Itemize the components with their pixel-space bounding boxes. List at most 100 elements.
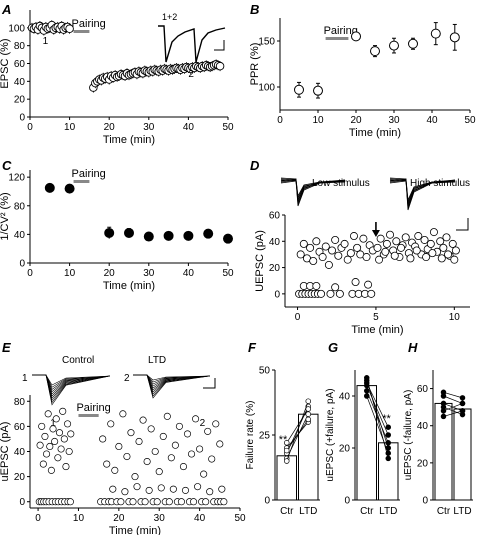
data-point: [430, 28, 441, 39]
x-tick-label: 50: [222, 268, 234, 279]
data-point: [321, 242, 330, 251]
data-point: [43, 450, 51, 458]
data-point: [204, 427, 212, 435]
pairing-bar: [78, 414, 99, 417]
significance-mark: **: [279, 434, 288, 446]
data-point: [111, 466, 119, 474]
data-point: [157, 484, 165, 492]
data-point: [362, 253, 371, 262]
bar: [298, 413, 319, 501]
y-tick-label: 40: [14, 77, 26, 88]
x-tick-label: 10: [449, 312, 461, 323]
trace-label: High stimulus: [410, 178, 470, 189]
paired-point: [385, 440, 392, 446]
y-tick-label: 0: [422, 496, 428, 507]
data-point: [296, 250, 305, 259]
y-tick-label: 0: [344, 496, 350, 507]
x-tick-label: 50: [222, 122, 234, 133]
y-tick-label: 60: [14, 59, 26, 70]
paired-point: [385, 450, 392, 456]
high-stimulus-trace: [389, 180, 456, 211]
data-point: [165, 498, 173, 506]
paired-point: [364, 380, 370, 386]
paired-line: [443, 403, 463, 412]
data-point: [448, 239, 457, 248]
data-point: [428, 249, 437, 258]
x-tick-label: 30: [388, 115, 400, 126]
data-point: [353, 243, 362, 252]
annotation-label: 2: [200, 418, 206, 429]
data-point: [133, 483, 141, 491]
data-point: [392, 237, 401, 246]
paired-line: [443, 395, 463, 404]
data-point: [334, 251, 343, 260]
paired-line: [286, 408, 309, 443]
panel-letter: A: [1, 2, 11, 17]
y-tick-label: 60: [417, 384, 429, 395]
data-point: [38, 422, 46, 430]
pairing-bar: [73, 180, 90, 183]
data-point: [65, 447, 73, 456]
y-tick-label: 60: [14, 422, 26, 433]
data-point: [153, 498, 161, 506]
data-point: [426, 239, 435, 248]
y-axis-label: uEPSC (+failure, pA): [325, 388, 336, 481]
data-point: [49, 425, 57, 433]
data-point: [159, 432, 167, 440]
y-tick-label: 120: [8, 173, 25, 184]
data-point: [196, 445, 204, 453]
y-tick-label: 0: [19, 259, 25, 270]
y-axis-label: PPR (%): [249, 43, 261, 86]
y-tick-label: 40: [417, 421, 429, 432]
x-tick-label: 5: [373, 312, 379, 323]
x-tick-label: 0: [277, 115, 283, 126]
data-point: [179, 463, 188, 471]
y-axis-label: uEPSC (-failure, pA): [403, 390, 414, 481]
data-point: [51, 437, 59, 446]
y-axis-label: 1/CV² (%): [0, 192, 11, 240]
data-point: [141, 498, 149, 506]
paired-line: [286, 419, 309, 451]
x-tick-label: 20: [350, 115, 362, 126]
y-tick-label: 80: [14, 41, 26, 52]
data-point: [375, 255, 384, 264]
data-point: [318, 253, 327, 262]
data-point: [39, 460, 47, 468]
y-tick-label: 20: [14, 95, 26, 106]
paired-line: [443, 410, 463, 417]
pairing-bar: [325, 37, 349, 40]
annotation-label: 2: [188, 69, 194, 80]
data-point: [167, 454, 175, 462]
data-point: [47, 466, 55, 474]
data-point: [65, 24, 74, 33]
x-tick-label: 0: [27, 268, 33, 279]
scale-bar: [214, 40, 225, 51]
data-point: [386, 230, 395, 239]
data-point: [376, 234, 385, 243]
paired-point: [284, 440, 290, 446]
x-tick-label: 20: [104, 122, 116, 133]
paired-line: [366, 382, 389, 428]
data-point: [127, 429, 135, 437]
data-point: [194, 483, 202, 491]
data-point: [212, 420, 220, 428]
paired-point: [305, 398, 312, 404]
paired-point: [440, 404, 447, 410]
data-point: [364, 280, 373, 289]
annotation-label: 1: [43, 36, 49, 47]
x-axis-label: Time (min): [109, 525, 161, 535]
inset-label: 1+2: [162, 12, 177, 22]
data-point: [124, 227, 134, 238]
paired-line: [366, 385, 389, 436]
x-axis-label: Time (min): [103, 280, 155, 292]
pairing-label: Pairing: [324, 25, 358, 37]
y-tick-label: 20: [417, 458, 429, 469]
data-point: [412, 246, 421, 255]
data-point: [54, 454, 62, 462]
data-point: [382, 239, 391, 248]
paired-line: [286, 401, 309, 462]
paired-point: [284, 447, 290, 454]
data-point: [449, 32, 460, 43]
x-tick-label: 50: [464, 115, 476, 126]
y-tick-label: 20: [269, 263, 281, 274]
